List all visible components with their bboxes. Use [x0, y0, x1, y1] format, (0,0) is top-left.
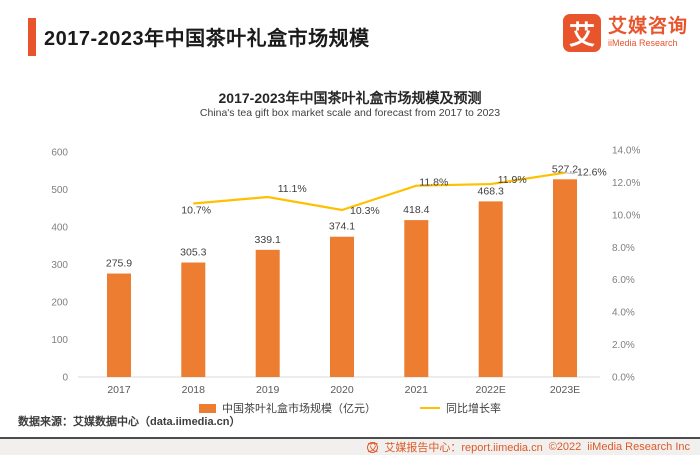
iimedia-logo-wordmark: 艾媒咨询 iiMedia Research: [608, 17, 688, 48]
bar-value-label: 418.4: [403, 204, 429, 216]
chart-title: 2017-2023年中国茶叶礼盒市场规模及预测: [218, 90, 482, 106]
y-axis-right-tick: 12.0%: [612, 178, 640, 189]
x-axis-label: 2021: [405, 384, 429, 396]
bar-2017: [107, 273, 131, 377]
line-value-label: 10.7%: [181, 205, 211, 217]
footer-report-center: 艾媒报告中心：report.iimedia.cn: [384, 442, 543, 454]
bar-value-label: 305.3: [180, 247, 206, 259]
footer-bar: 艾 艾媒报告中心：report.iimedia.cn ©2022 iiMedia…: [0, 437, 700, 455]
legend-label-market-scale: 中国茶叶礼盒市场规模（亿元）: [222, 403, 376, 415]
x-axis-label: 2023E: [550, 384, 580, 396]
bar-2020: [330, 236, 354, 377]
footer-company: iiMedia Research Inc: [587, 441, 690, 453]
legend-item-market-scale: 中国茶叶礼盒市场规模（亿元）: [199, 400, 376, 416]
line-value-label: 11.9%: [498, 174, 527, 186]
growth-rate-line: [193, 171, 566, 212]
y-axis-left-tick: 400: [51, 223, 68, 234]
data-source-note: 数据来源：艾媒数据中心（data.iimedia.cn）: [18, 416, 241, 428]
bar-2022E: [478, 201, 503, 377]
iimedia-logo-mark-icon: 艾: [562, 14, 601, 52]
x-axis-label: 2018: [182, 384, 206, 396]
y-axis-right-tick: 8.0%: [612, 243, 635, 254]
bar-2023E: [553, 179, 577, 377]
y-axis-right-tick: 0.0%: [612, 373, 635, 384]
footer-copyright: ©2022: [548, 441, 582, 453]
bar-series-swatch-icon: [199, 403, 216, 413]
chart-area: 0 100 200 300 400 500 600 0.0% 2.0% 4.0% 6.0% 8.0% 1…: [51, 146, 640, 397]
y-axis-right-tick: 4.0%: [612, 308, 635, 319]
legend-label-growth-rate: 同比增长率: [446, 403, 501, 415]
chart-legend: 中国茶叶礼盒市场规模（亿元） 同比增长率: [0, 400, 700, 416]
bar-2021: [404, 220, 429, 377]
page-title: 2017-2023年中国茶叶礼盒市场规模: [44, 28, 370, 50]
report-center-icon: 艾: [367, 441, 379, 454]
y-axis-left-tick: 200: [51, 298, 68, 309]
bar-2019: [255, 249, 280, 377]
bar-value-label: 468.3: [478, 185, 504, 197]
x-axis-label: 2022E: [476, 384, 506, 396]
logo-name-en: iiMedia Research: [607, 38, 678, 49]
y-axis-right-tick: 14.0%: [612, 146, 640, 157]
line-value-label: 12.6%: [577, 167, 607, 179]
y-axis-left-tick: 600: [51, 148, 68, 159]
logo-name-cn: 艾媒咨询: [607, 16, 688, 38]
chart-subtitle: China's tea gift box market scale and fo…: [199, 107, 501, 119]
y-axis-left-tick: 500: [51, 185, 68, 196]
label-leader-line: [564, 172, 576, 175]
bar-value-label: 527.2: [552, 163, 578, 175]
bar-value-label: 339.1: [255, 234, 281, 246]
bar-value-label: 374.1: [329, 221, 355, 233]
x-axis-label: 2017: [107, 384, 131, 396]
line-value-label: 11.8%: [419, 177, 448, 189]
bar-2018: [181, 262, 206, 377]
header-accent-bar: [28, 18, 36, 56]
line-series-swatch-icon: [420, 407, 440, 409]
line-value-label: 10.3%: [350, 205, 380, 217]
y-axis-right-tick: 10.0%: [612, 210, 640, 221]
y-axis-left-tick: 100: [51, 335, 68, 346]
x-axis-label: 2020: [330, 384, 354, 396]
legend-item-growth-rate: 同比增长率: [420, 400, 501, 416]
y-axis-left-tick: 0: [62, 373, 68, 384]
y-axis-right-tick: 2.0%: [612, 340, 635, 351]
bar-value-label: 275.9: [106, 258, 132, 270]
line-value-label: 11.1%: [278, 183, 307, 195]
x-axis-label: 2019: [256, 384, 280, 396]
iimedia-logo: 艾 艾媒咨询 iiMedia Research: [562, 14, 688, 52]
y-axis-right-tick: 6.0%: [612, 275, 635, 286]
y-axis-left-tick: 300: [51, 260, 68, 271]
